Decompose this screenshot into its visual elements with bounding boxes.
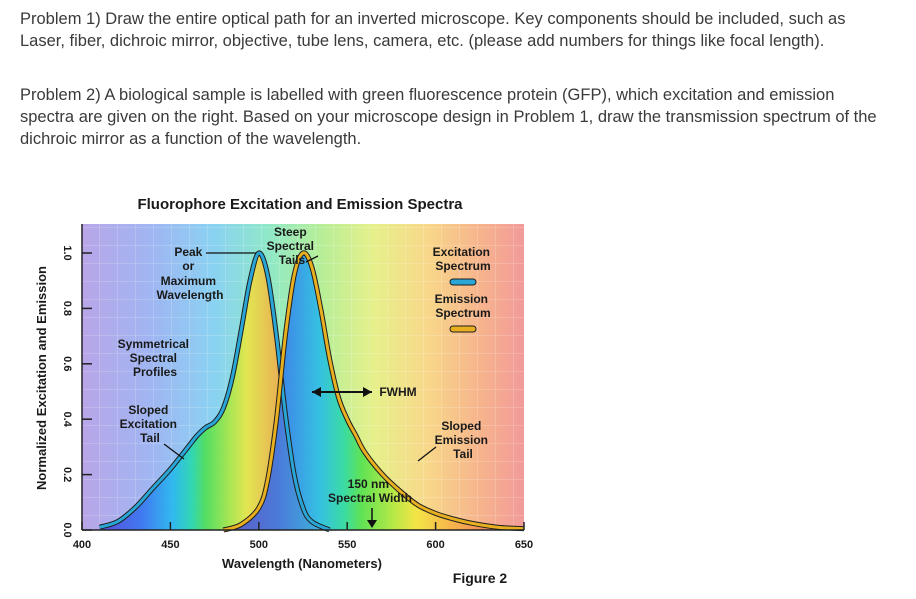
spectral-width-annotation: 150 nm Spectral Width — [328, 477, 412, 505]
y-tick-label: 0.6 — [61, 356, 73, 371]
steep-tails-annotation: Steep Spectral Tails — [267, 225, 318, 267]
x-tick-label: 600 — [426, 539, 444, 551]
x-tick-label: 400 — [73, 539, 91, 551]
x-tick-label: 650 — [515, 539, 533, 551]
steep-leader-line — [305, 255, 319, 263]
legend-emission: Emission Spectrum — [435, 292, 492, 320]
y-tick-label: 0.2 — [61, 467, 73, 482]
y-tick-label: 1.0 — [61, 245, 73, 260]
excitation-curve — [99, 251, 331, 532]
y-ticks: 0.0 0.2 0.4 0.6 0.8 1.0 — [61, 245, 92, 538]
sloped-excitation-annotation: Sloped Excitation Tail — [120, 403, 181, 445]
emission-area — [223, 252, 524, 531]
peak-annotation: Peak or Maximum Wavelength — [157, 245, 224, 302]
sloped-excitation-leader — [163, 443, 185, 460]
legend-excitation: Excitation Spectrum — [433, 245, 494, 273]
x-tick-label: 450 — [161, 539, 179, 551]
y-tick-label: 0.0 — [61, 522, 73, 537]
x-axis-label: Wavelength (Nanometers) — [222, 556, 382, 571]
chart-title: Fluorophore Excitation and Emission Spec… — [137, 196, 463, 213]
sloped-emission-annotation: Sloped Emission Tail — [435, 419, 492, 461]
spectra-figure: Fluorophore Excitation and Emission Spec… — [34, 196, 533, 586]
y-tick-label: 0.8 — [61, 301, 73, 316]
emission-curve — [222, 251, 525, 532]
x-tick-label: 550 — [338, 539, 356, 551]
problem-2-text: Problem 2) A biological sample is labell… — [20, 86, 877, 148]
symmetrical-annotation: Symmetrical Spectral Profiles — [118, 337, 193, 379]
sloped-emission-leader — [417, 446, 437, 462]
problem-1-text: Problem 1) Draw the entire optical path … — [20, 10, 846, 50]
x-ticks: 400 450 500 550 600 650 — [73, 522, 533, 551]
x-tick-label: 500 — [250, 539, 268, 551]
legend-excitation-swatch — [449, 278, 477, 286]
spectral-width-arrowhead — [367, 520, 377, 528]
fwhm-label: FWHM — [379, 385, 416, 399]
figure-caption: Figure 2 — [453, 570, 508, 586]
y-tick-label: 0.4 — [61, 412, 73, 428]
y-axis-label: Normalized Excitation and Emission — [34, 266, 49, 490]
legend-emission-swatch — [449, 325, 477, 333]
